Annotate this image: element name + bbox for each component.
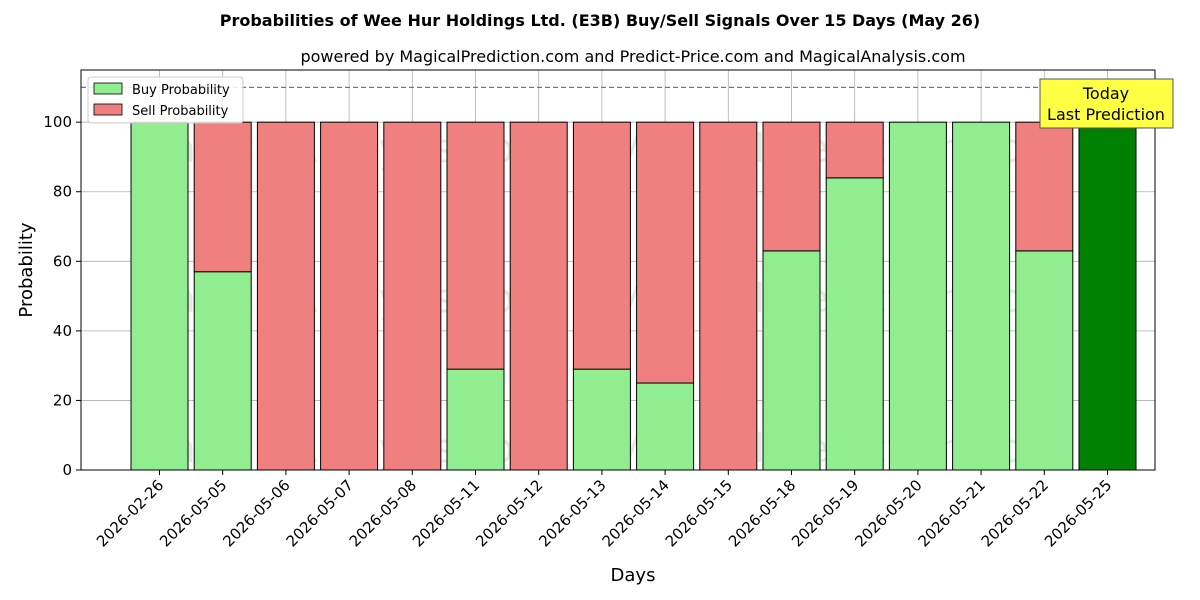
bar-sell [257,122,314,470]
bar-sell [510,122,567,470]
bar-sell [1016,122,1073,251]
bar-buy [953,122,1010,470]
x-tick-label: 2026-05-11 [409,476,483,550]
bar-sell [384,122,441,470]
x-tick-label: 2026-05-20 [851,476,925,550]
chart-subtitle: powered by MagicalPrediction.com and Pre… [300,47,965,66]
x-axis-ticks: 2026-02-262026-05-052026-05-062026-05-07… [93,470,1115,550]
legend-label-sell: Sell Probability [132,104,229,119]
y-tick-label: 40 [53,322,72,340]
y-tick-label: 20 [53,391,72,409]
today-annotation-line2: Last Prediction [1047,105,1165,124]
x-tick-label: 2026-05-06 [219,476,293,550]
bar-buy [763,251,820,470]
bar-buy [447,369,504,470]
bar-buy [194,272,251,470]
bar-sell [573,122,630,369]
y-tick-label: 80 [53,183,72,201]
x-tick-label: 2026-05-14 [599,476,673,550]
y-axis-label: Probability [16,222,37,317]
bar-buy [1016,251,1073,470]
x-axis-label: Days [611,565,656,586]
y-tick-label: 0 [62,461,72,479]
x-tick-label: 2026-05-08 [346,476,420,550]
bar-buy [826,178,883,470]
chart-title: Probabilities of Wee Hur Holdings Ltd. (… [220,11,981,30]
today-annotation-line1: Today [1082,84,1129,103]
legend-swatch-sell [94,104,122,115]
y-tick-label: 60 [53,252,72,270]
legend-label-buy: Buy Probability [132,83,230,98]
x-tick-label: 2026-05-12 [472,476,546,550]
today-annotation: Today Last Prediction [1040,79,1173,128]
x-tick-label: 2026-05-25 [1041,476,1115,550]
y-axis-ticks: 0 20 40 60 80 100 [43,113,81,479]
bar-sell [763,122,820,251]
y-tick-label: 100 [43,113,72,131]
bar-buy [131,122,188,470]
bar-sell [637,122,694,383]
bar-sell [826,122,883,178]
bar-buy [573,369,630,470]
bar-buy [1079,122,1136,470]
x-tick-label: 2026-02-26 [93,476,167,550]
legend: Buy Probability Sell Probability [88,77,243,123]
x-tick-label: 2026-05-13 [535,476,609,550]
x-tick-label: 2026-05-15 [662,476,736,550]
bar-buy [637,383,694,470]
bar-buy [889,122,946,470]
legend-swatch-buy [94,83,122,94]
x-tick-label: 2026-05-18 [725,476,799,550]
x-tick-label: 2026-05-07 [283,476,357,550]
x-tick-label: 2026-05-05 [156,476,230,550]
bar-sell [194,122,251,272]
bar-sell [700,122,757,470]
x-tick-label: 2026-05-19 [788,476,862,550]
bar-sell [447,122,504,369]
x-tick-label: 2026-05-21 [915,476,989,550]
x-tick-label: 2026-05-22 [978,476,1052,550]
bar-sell [321,122,378,470]
